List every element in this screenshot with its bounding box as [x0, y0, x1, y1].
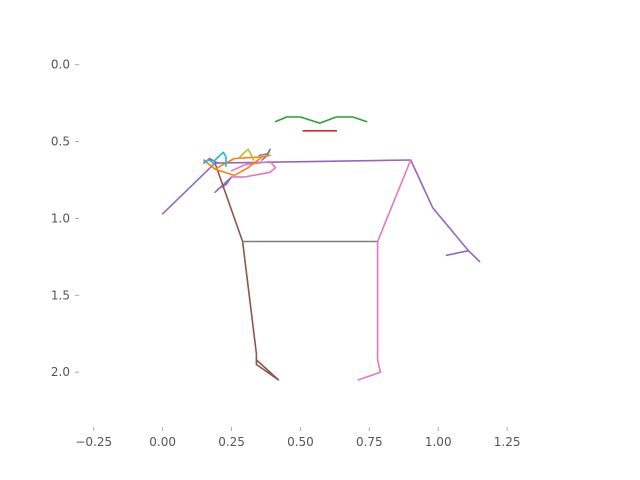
y-tick-label: 0.5 [51, 135, 70, 149]
pose-segment-9 [230, 160, 277, 178]
x-axis: −0.25 0.00 0.25 0.50 0.75 1.00 1.25 [75, 427, 520, 449]
y-tick-label: 0.0 [51, 58, 70, 72]
y-tick-label: 2.0 [51, 365, 70, 379]
pose-segment-13 [214, 151, 227, 167]
pose-segment-2 [161, 159, 481, 263]
pose-segment-10 [203, 154, 271, 170]
x-tick-label: 1.00 [425, 435, 452, 449]
y-axis: 0.0 0.5 1.0 1.5 2.0 [51, 58, 79, 379]
pose-segment-12 [239, 148, 255, 161]
series-layer [161, 116, 481, 381]
x-tick-label: 0.00 [149, 435, 176, 449]
pose-segment-11 [214, 156, 263, 177]
x-tick-label: 0.25 [218, 435, 245, 449]
pose-segment-14 [203, 159, 216, 166]
x-tick-label: −0.25 [75, 435, 112, 449]
y-tick-label: 1.5 [51, 288, 70, 302]
x-tick-label: 1.25 [494, 435, 521, 449]
pose-segment-0 [274, 116, 368, 124]
pose-segment-5 [214, 162, 280, 381]
x-tick-label: 0.75 [356, 435, 383, 449]
pose-segment-8 [357, 159, 412, 381]
x-tick-label: 0.50 [287, 435, 314, 449]
y-tick-label: 1.0 [51, 211, 70, 225]
